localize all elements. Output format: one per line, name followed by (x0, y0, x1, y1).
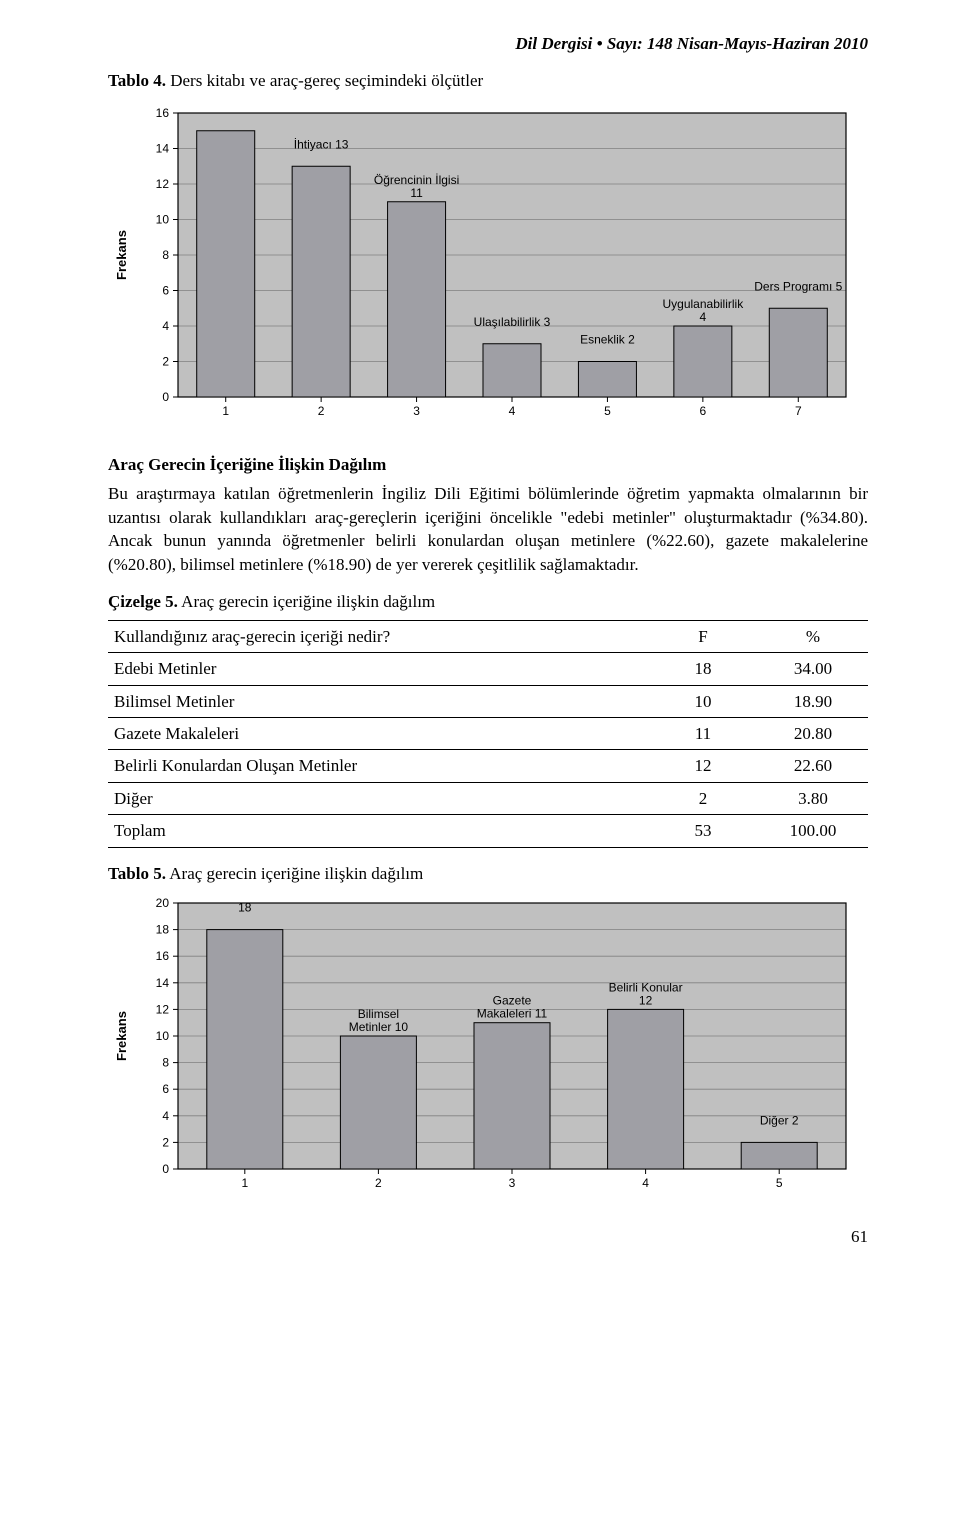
svg-text:3: 3 (413, 404, 420, 418)
table5-col-1: F (648, 620, 758, 652)
table5-cell: Belirli Konulardan Oluşan Metinler (108, 750, 648, 782)
svg-text:3: 3 (509, 1176, 516, 1190)
table5-cell: Diğer (108, 782, 648, 814)
table-row: Belirli Konulardan Oluşan Metinler1222.6… (108, 750, 868, 782)
table5-cell: 22.60 (758, 750, 868, 782)
svg-text:14: 14 (156, 976, 170, 990)
svg-text:Bilimsel: Bilimsel (358, 1007, 399, 1021)
tablo4-caption: Tablo 4. Ders kitabı ve araç-gereç seçim… (108, 69, 868, 92)
cizelge5-caption-rest: Araç gerecin içeriğine ilişkin dağılım (178, 592, 435, 611)
svg-text:11: 11 (410, 186, 423, 200)
svg-text:0: 0 (162, 1162, 169, 1176)
tablo4-caption-rest: Ders kitabı ve araç-gereç seçimindeki öl… (166, 71, 483, 90)
svg-text:Ulaşılabilirlik 3: Ulaşılabilirlik 3 (474, 315, 551, 329)
journal-header: Dil Dergisi • Sayı: 148 Nisan-Mayıs-Hazi… (108, 32, 868, 55)
svg-text:6: 6 (162, 283, 169, 297)
svg-text:6: 6 (162, 1082, 169, 1096)
table5-cell: Edebi Metinler (108, 653, 648, 685)
table5-cell: Bilimsel Metinler (108, 685, 648, 717)
cizelge5-caption: Çizelge 5. Araç gerecin içeriğine ilişki… (108, 590, 868, 613)
table5-cell: 18.90 (758, 685, 868, 717)
svg-text:İhtiyacı 13: İhtiyacı 13 (294, 137, 349, 151)
svg-text:12: 12 (156, 1003, 170, 1017)
svg-text:4: 4 (700, 310, 707, 324)
tablo5-caption: Tablo 5. Araç gerecin içeriğine ilişkin … (108, 862, 868, 885)
body-paragraph: Bu araştırmaya katılan öğretmenlerin İng… (108, 482, 868, 576)
table-row: Edebi Metinler1834.00 (108, 653, 868, 685)
tablo5-caption-bold: Tablo 5. (108, 864, 166, 883)
svg-text:1: 1 (222, 404, 229, 418)
svg-text:18: 18 (156, 923, 170, 937)
svg-text:1: 1 (241, 1176, 248, 1190)
table5-cell: Toplam (108, 815, 648, 847)
table5-col-2: % (758, 620, 868, 652)
svg-text:Gazete: Gazete (493, 994, 532, 1008)
table5-cell: 34.00 (758, 653, 868, 685)
svg-text:Diğer 2: Diğer 2 (760, 1114, 799, 1128)
table5: Kullandığınız araç-gerecin içeriği nedir… (108, 620, 868, 848)
svg-text:5: 5 (604, 404, 611, 418)
page-number: 61 (108, 1225, 868, 1248)
svg-text:12: 12 (639, 994, 653, 1008)
svg-text:Frekans: Frekans (114, 230, 129, 280)
table-row: Toplam53100.00 (108, 815, 868, 847)
section-title: Araç Gerecin İçeriğine İlişkin Dağılım (108, 453, 868, 476)
svg-text:Öğrencinin İlgisi: Öğrencinin İlgisi (374, 173, 459, 187)
svg-text:2: 2 (375, 1176, 382, 1190)
svg-text:8: 8 (162, 1056, 169, 1070)
svg-text:18: 18 (238, 901, 252, 915)
svg-text:10: 10 (156, 212, 170, 226)
chart5-frame: 0 2 4 6 8 10 12 14 16 18 20 Frekans 1 18 2 BilimselMeti… (108, 891, 868, 1211)
svg-text:4: 4 (162, 319, 169, 333)
table-row: Diğer23.80 (108, 782, 868, 814)
table5-cell: 3.80 (758, 782, 868, 814)
svg-text:16: 16 (156, 949, 170, 963)
svg-text:4: 4 (509, 404, 516, 418)
table5-cell: 10 (648, 685, 758, 717)
chart4-frame: 0246810121416Frekans12İhtiyacı 133Öğrenc… (108, 99, 868, 439)
svg-text:8: 8 (162, 248, 169, 262)
table5-cell: 100.00 (758, 815, 868, 847)
svg-text:14: 14 (156, 141, 170, 155)
svg-text:2: 2 (318, 404, 325, 418)
table5-head-row: Kullandığınız araç-gerecin içeriği nedir… (108, 620, 868, 652)
svg-text:Belirli Konular: Belirli Konular (609, 981, 683, 995)
table5-cell: 12 (648, 750, 758, 782)
table5-cell: 2 (648, 782, 758, 814)
table5-cell: 20.80 (758, 717, 868, 749)
svg-text:Ders Programı 5: Ders Programı 5 (754, 279, 842, 293)
svg-text:10: 10 (156, 1029, 170, 1043)
tablo5-caption-rest: Araç gerecin içeriğine ilişkin dağılım (166, 864, 423, 883)
table5-cell: 53 (648, 815, 758, 847)
svg-text:7: 7 (795, 404, 802, 418)
svg-text:4: 4 (642, 1176, 649, 1190)
svg-text:Metinler 10: Metinler 10 (349, 1020, 409, 1034)
svg-text:6: 6 (700, 404, 707, 418)
svg-text:0: 0 (162, 390, 169, 404)
table-row: Bilimsel Metinler1018.90 (108, 685, 868, 717)
svg-text:2: 2 (162, 354, 169, 368)
chart4: 0246810121416Frekans12İhtiyacı 133Öğrenc… (108, 99, 868, 439)
svg-text:5: 5 (776, 1176, 783, 1190)
svg-text:Uygulanabilirlik: Uygulanabilirlik (663, 297, 745, 311)
svg-text:20: 20 (156, 896, 170, 910)
table5-cell: 18 (648, 653, 758, 685)
svg-text:12: 12 (156, 177, 170, 191)
table5-col-0: Kullandığınız araç-gerecin içeriği nedir… (108, 620, 648, 652)
svg-text:Makaleleri 11: Makaleleri 11 (477, 1007, 548, 1021)
svg-text:16: 16 (156, 106, 170, 120)
svg-text:Frekans: Frekans (114, 1011, 129, 1061)
chart5: 0 2 4 6 8 10 12 14 16 18 20 Frekans 1 18 2 BilimselMeti… (108, 891, 868, 1211)
table5-cell: Gazete Makaleleri (108, 717, 648, 749)
table5-cell: 11 (648, 717, 758, 749)
table-row: Gazete Makaleleri1120.80 (108, 717, 868, 749)
svg-text:2: 2 (162, 1136, 169, 1150)
cizelge5-caption-bold: Çizelge 5. (108, 592, 178, 611)
svg-text:4: 4 (162, 1109, 169, 1123)
tablo4-caption-bold: Tablo 4. (108, 71, 166, 90)
svg-text:Esneklik 2: Esneklik 2 (580, 332, 635, 346)
